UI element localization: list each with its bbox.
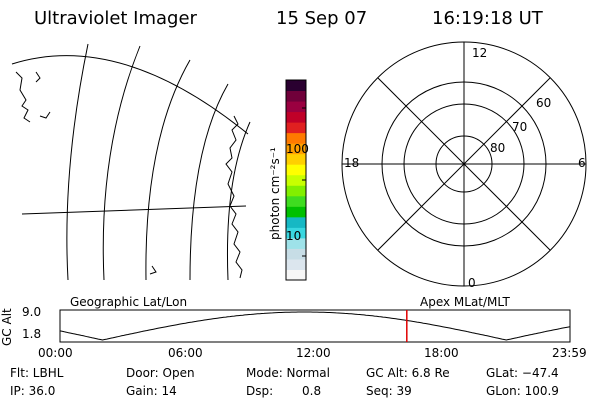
altitude-xtick-1200: 12:00: [296, 346, 331, 360]
altitude-plot: [59, 309, 571, 343]
magnetic-polar-grid: [341, 41, 587, 287]
filter-info: Flt: LBHL: [10, 366, 64, 380]
mlt-label-0: 0: [468, 276, 476, 290]
colorbar-segment: [286, 101, 306, 113]
date-label: 15 Sep 07: [276, 8, 368, 29]
altitude-xtick-2359: 23:59: [552, 346, 587, 360]
gain-info: Gain: 14: [126, 384, 177, 398]
altitude-curve: [59, 311, 571, 341]
altitude-ytick-low: 1.8: [22, 327, 42, 341]
glon-info: GLon: 100.9: [486, 384, 559, 398]
altitude-plot-frame: [59, 309, 571, 343]
geographic-map: [11, 43, 251, 281]
colorbar-segment: [286, 269, 306, 281]
colorbar-segment: [286, 227, 306, 239]
colorbar-segment: [286, 122, 306, 134]
mlt-label-12: 12: [472, 46, 488, 60]
altitude-ytick-high: 9.0: [22, 305, 42, 319]
colorbar-segment: [286, 143, 306, 155]
colorbar-segment: [286, 164, 306, 176]
colorbar-segment: [286, 80, 306, 92]
dsp-info-label: Dsp:: [246, 384, 274, 398]
mlt-label-6: 6: [578, 156, 586, 170]
instrument-title: Ultraviolet Imager: [34, 8, 197, 29]
altitude-ylabel: GC Alt: [0, 308, 14, 346]
mode-info: Mode: Normal: [246, 366, 330, 380]
colorbar-segment: [286, 174, 306, 186]
altitude-xtick-0000: 00:00: [38, 346, 73, 360]
colorbar-tick-100: 100: [286, 142, 309, 156]
colorbar-unit-label: photon cm⁻²s⁻¹: [268, 147, 282, 240]
colorbar-segment: [286, 132, 306, 144]
colorbar-segment: [286, 237, 306, 249]
mlat-label-60: 60: [536, 96, 552, 110]
geographic-map-label: Geographic Lat/Lon: [70, 295, 188, 309]
mlat-label-80: 80: [490, 141, 506, 155]
altitude-xtick-0600: 06:00: [168, 346, 203, 360]
time-label: 16:19:18 UT: [432, 8, 543, 29]
colorbar-segment: [286, 258, 306, 270]
ip-info: IP: 36.0: [10, 384, 56, 398]
altitude-xtick-1800: 18:00: [424, 346, 459, 360]
colorbar-segment: [286, 206, 306, 218]
apex-map-label: Apex MLat/MLT: [420, 295, 510, 309]
colorbar-segment: [286, 153, 306, 165]
colorbar-segment: [286, 111, 306, 123]
colorbar-segment: [286, 195, 306, 207]
gc-alt-info: GC Alt: 6.8 Re: [366, 366, 450, 380]
colorbar-segment: [286, 185, 306, 197]
seq-info: Seq: 39: [366, 384, 412, 398]
colorbar-segment: [286, 216, 306, 228]
mlat-label-70: 70: [512, 120, 528, 134]
dsp-info-value: 0.8: [302, 384, 322, 398]
colorbar-segment: [286, 248, 306, 260]
mlt-label-18: 18: [344, 156, 360, 170]
colorbar-tick-10: 10: [286, 229, 302, 243]
color-scale-bar: [285, 79, 307, 281]
glat-info: GLat: −47.4: [486, 366, 559, 380]
colorbar-segment: [286, 90, 306, 102]
door-info: Door: Open: [126, 366, 195, 380]
